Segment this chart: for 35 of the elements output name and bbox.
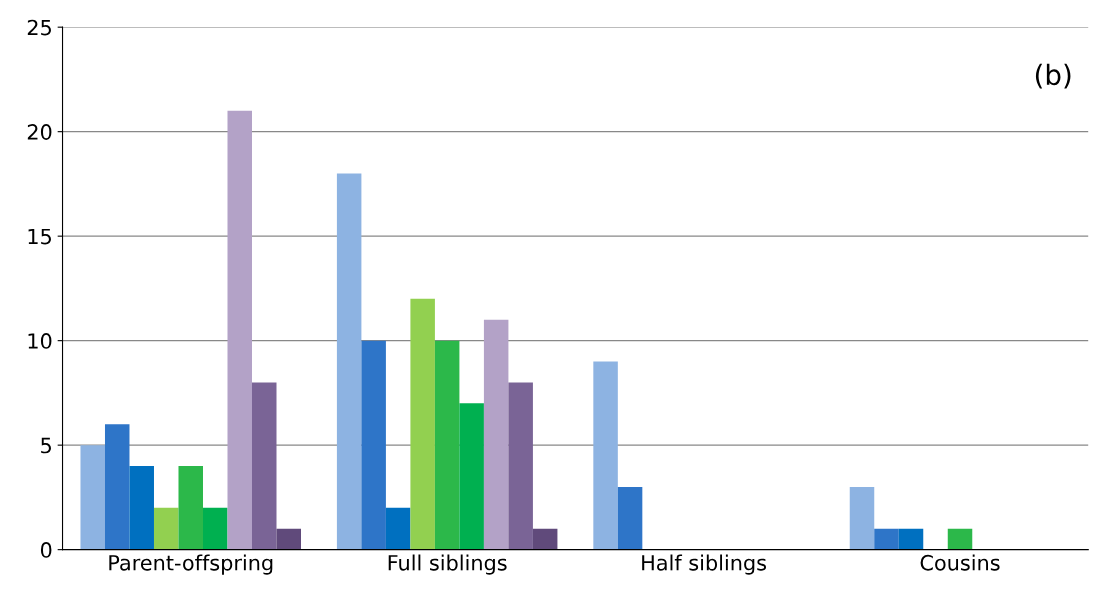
bar bbox=[178, 466, 203, 550]
x-tick-label: Half siblings bbox=[642, 554, 767, 575]
bar bbox=[129, 466, 154, 550]
bar bbox=[361, 340, 386, 550]
bar bbox=[252, 382, 277, 550]
bar bbox=[80, 445, 105, 550]
y-tick-label: 10 bbox=[28, 333, 52, 349]
bar bbox=[336, 173, 362, 550]
bar bbox=[898, 528, 924, 550]
bar bbox=[483, 319, 509, 550]
bar bbox=[459, 403, 484, 550]
y-tick-label: 25 bbox=[27, 19, 51, 36]
y-tick-label: 0 bbox=[40, 542, 52, 558]
x-tick-label: Parent-offspring bbox=[109, 554, 273, 575]
bar bbox=[202, 507, 228, 550]
bar bbox=[874, 528, 899, 550]
bar bbox=[410, 298, 435, 550]
bar bbox=[508, 382, 533, 550]
bar bbox=[617, 486, 643, 550]
x-tick-label: Full siblings bbox=[388, 554, 507, 575]
bar bbox=[276, 528, 301, 550]
bar bbox=[434, 340, 460, 550]
y-tick-label: 20 bbox=[27, 124, 52, 140]
bar bbox=[849, 486, 875, 550]
bar bbox=[385, 507, 411, 550]
annotation: (b) bbox=[1035, 63, 1071, 89]
bar bbox=[153, 507, 179, 550]
y-tick-label: 15 bbox=[28, 228, 51, 245]
bar bbox=[104, 424, 130, 550]
x-tick-label: Cousins bbox=[920, 554, 1000, 571]
y-tick-label: 5 bbox=[41, 437, 51, 454]
bar bbox=[227, 110, 252, 550]
bar bbox=[947, 528, 973, 550]
bar bbox=[593, 361, 618, 550]
bar bbox=[532, 528, 558, 550]
